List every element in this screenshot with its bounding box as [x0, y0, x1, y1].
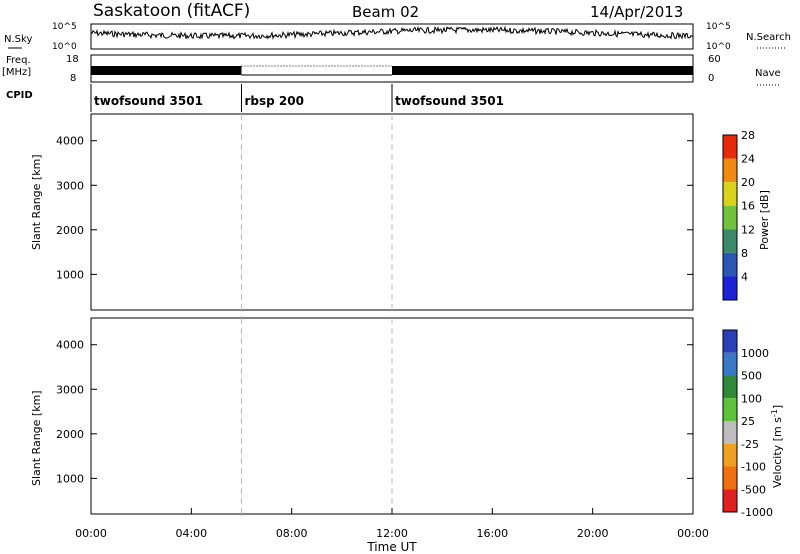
freq-label: Freq.: [6, 55, 31, 66]
nsearch-label: N.Search: [746, 32, 791, 43]
colorbar-swatch: [723, 466, 737, 490]
time-tick-label: 00:00: [75, 527, 107, 540]
nsky-label: N.Sky: [4, 34, 32, 45]
colorbar-tick-label: 100: [741, 392, 762, 405]
freq-tick-bottom: 8: [70, 73, 76, 84]
time-tick-label: 16:00: [476, 527, 508, 540]
colorbar-tick-label: -25: [741, 438, 759, 451]
colorbar-tick-label: 25: [741, 415, 755, 428]
colorbar-swatch: [723, 229, 737, 253]
power-panel-frame: [90, 113, 694, 311]
freq-tick-top: 18: [66, 54, 79, 65]
velocity-colorbar-label-text: Velocity [m s: [771, 417, 784, 488]
time-tick-label: 20:00: [577, 527, 609, 540]
velocity-y-label: Slant Range [km]: [30, 390, 43, 486]
cpid-segment-label: rbsp 200: [245, 94, 304, 108]
colorbar-tick-label: 24: [741, 153, 755, 166]
colorbar-tick-label: 28: [741, 129, 755, 142]
range-tick-label: 3000: [56, 179, 84, 192]
time-x-axis: 00:00 04:00 08:00 12:00 16:00 20:00 00:00: [75, 508, 709, 540]
velocity-colorbar-label: Velocity [m s-1]: [770, 405, 784, 488]
nsky-tick-top: 10^5: [52, 22, 77, 32]
time-axis-label: Time UT: [366, 540, 417, 554]
velocity-colorbar: 1000 500 100 25 -25 -100 -500 -1000: [722, 329, 773, 519]
range-tick-label: 1000: [56, 268, 84, 281]
nsearch-tick-top: 10^5: [706, 22, 731, 32]
range-tick-label: 1000: [56, 472, 84, 485]
range-tick-label: 4000: [56, 339, 84, 352]
time-tick-label: 12:00: [376, 527, 408, 540]
power-panel: 1000 2000 3000 4000 Slant Range [km] 4 8 12 16…: [30, 113, 771, 311]
colorbar-tick-label: 8: [741, 247, 748, 260]
time-tick-label: 04:00: [175, 527, 207, 540]
colorbar-swatch: [723, 205, 737, 230]
colorbar-tick-label: 16: [741, 200, 755, 213]
colorbar-swatch: [723, 421, 737, 444]
colorbar-frame: [722, 134, 738, 301]
cpid-segment-label: twofsound 3501: [395, 94, 504, 108]
range-tick-label: 2000: [56, 428, 84, 441]
velocity-panel-frame: [90, 317, 694, 515]
freq-bar: [392, 66, 693, 75]
power-y-axis: 1000 2000 3000 4000: [56, 135, 693, 281]
colorbar-tick-label: -1000: [741, 506, 773, 519]
date-label: 14/Apr/2013: [590, 3, 683, 21]
colorbar-tick-label: 500: [741, 370, 762, 383]
station-title: Saskatoon (fitACF): [93, 1, 250, 21]
velocity-panel: 1000 2000 3000 4000 Slant Range [km] 1000 50…: [30, 317, 784, 519]
nsky-panel-frame: [90, 23, 694, 50]
beam-label: Beam 02: [352, 3, 419, 21]
colorbar-swatch: [723, 158, 737, 183]
colorbar-swatch: [723, 489, 737, 512]
nsky-trace: [90, 25, 694, 40]
colorbar-frame: [722, 329, 738, 513]
freq-unit: [MHz]: [2, 67, 31, 78]
colorbar-tick-label: -100: [741, 461, 766, 474]
cpid-label: CPID: [6, 90, 33, 101]
colorbar-tick-label: 1000: [741, 347, 769, 360]
colorbar-tick-label: -500: [741, 483, 766, 496]
colorbar-swatch: [723, 135, 737, 159]
colorbar-swatch: [723, 182, 737, 206]
colorbar-tick-label: 20: [741, 176, 755, 189]
cpid-segment-label: twofsound 3501: [94, 94, 203, 108]
colorbar-tick-label: 12: [741, 223, 755, 236]
colorbar-swatch: [723, 375, 737, 399]
range-tick-label: 4000: [56, 135, 84, 148]
power-colorbar-label: Power [dB]: [758, 190, 771, 250]
colorbar-swatch: [723, 252, 737, 277]
range-tick-label: 2000: [56, 224, 84, 237]
colorbar-tick-label: 4: [741, 270, 748, 283]
power-colorbar: 4 8 12 16 20 24 28: [722, 129, 755, 301]
time-tick-label: 00:00: [677, 527, 709, 540]
nsearch-tick-bottom: 10^0: [706, 42, 731, 52]
colorbar-swatch: [723, 276, 737, 300]
nsky-line: [90, 25, 694, 40]
colorbar-swatch: [723, 398, 737, 421]
range-tick-label: 3000: [56, 383, 84, 396]
power-y-label: Slant Range [km]: [30, 154, 43, 250]
velocity-colorbar-label-close: ]: [771, 405, 784, 409]
colorbar-swatch: [723, 443, 737, 467]
colorbar-swatch: [723, 352, 737, 376]
velocity-y-axis: 1000 2000 3000 4000: [56, 339, 693, 485]
time-tick-label: 08:00: [276, 527, 308, 540]
velocity-colorbar-label-sup: -1: [770, 409, 779, 417]
nave-tick-bottom: 0: [708, 73, 714, 84]
freq-trace: [91, 65, 693, 76]
nave-tick-top: 60: [708, 54, 721, 65]
colorbar-swatch: [723, 330, 737, 353]
nave-label: Nave: [755, 68, 781, 79]
cpid-row: twofsound 3501 rbsp 200 twofsound 3501: [90, 84, 504, 112]
freq-bar: [91, 66, 242, 75]
nsky-tick-bottom: 10^0: [52, 42, 77, 52]
